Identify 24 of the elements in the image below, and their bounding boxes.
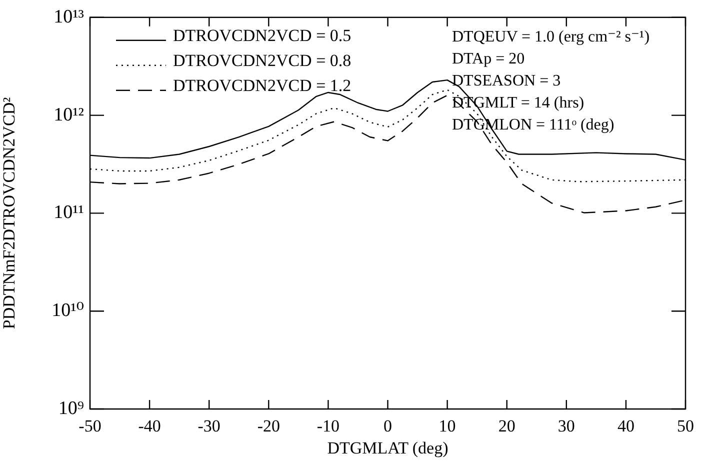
x-tick-label: 50: [677, 416, 694, 436]
x-axis-title: DTGMLAT (deg): [327, 438, 448, 458]
legend-label: DTROVCDN2VCD = 0.5: [173, 26, 352, 45]
annotation: DTSEASON = 3: [452, 72, 561, 90]
x-tick-label: -40: [138, 416, 161, 436]
x-tick-label: 0: [384, 416, 392, 436]
y-tick-label: 10¹³: [54, 6, 84, 28]
x-tick-label: 40: [617, 416, 634, 436]
x-tick-label: 30: [558, 416, 575, 436]
annotation: DTQEUV = 1.0 (erg cm⁻² s⁻¹): [452, 28, 650, 46]
x-tick-label: -10: [316, 416, 340, 436]
y-tick-label: 10⁹: [58, 398, 84, 419]
legend-label: DTROVCDN2VCD = 1.2: [173, 76, 352, 95]
y-tick-label: 10¹²: [54, 104, 84, 126]
x-tick-label: -20: [257, 416, 280, 436]
annotation: DTAp = 20: [452, 50, 525, 68]
y-tick-label: 10¹¹: [54, 202, 84, 224]
x-tick-label: 20: [498, 416, 516, 436]
legend-label: DTROVCDN2VCD = 0.8: [173, 50, 352, 70]
y-tick-label: 10¹⁰: [52, 300, 84, 322]
x-tick-label: -50: [78, 416, 102, 436]
x-tick-label: -30: [198, 416, 220, 436]
x-tick-label: 10: [438, 416, 456, 436]
y-axis-title: PDDTNmF2DTROVCDN2VCD²: [0, 97, 19, 330]
